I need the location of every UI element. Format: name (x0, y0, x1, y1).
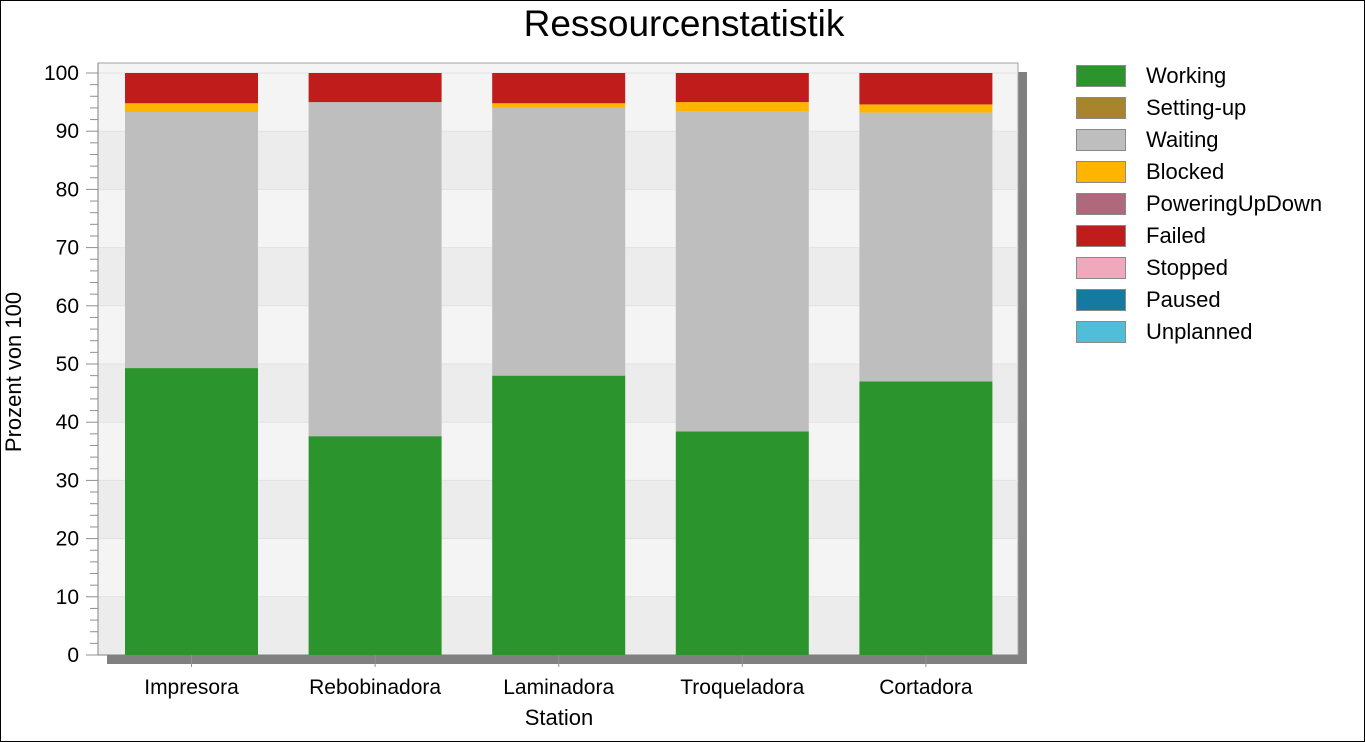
bar-blocked-troqueladora (675, 102, 809, 112)
legend-label: Blocked (1146, 159, 1225, 184)
legend-swatch (1076, 161, 1126, 183)
y-tick-label: 60 (56, 295, 79, 318)
bar-waiting-rebobinadora (308, 102, 442, 437)
x-tick-label: Rebobinadora (309, 676, 441, 699)
legend-label: Failed (1146, 223, 1206, 248)
bar-working-impresora (125, 368, 258, 655)
bar-working-troqueladora (675, 431, 809, 655)
x-tick-label: Troqueladora (680, 676, 804, 699)
bar-blocked-cortadora (859, 104, 993, 113)
bar-waiting-cortadora (859, 112, 993, 382)
y-tick-label: 80 (56, 178, 79, 201)
bar-blocked-impresora (125, 103, 258, 112)
bar-working-cortadora (859, 381, 993, 655)
x-tick-label: Laminadora (503, 676, 614, 699)
legend-swatch (1076, 129, 1126, 151)
x-tick-label: Impresora (144, 676, 239, 699)
bar-failed-rebobinadora (308, 73, 442, 103)
y-tick-label: 100 (44, 62, 79, 85)
legend-swatch (1076, 193, 1126, 215)
legend-swatch (1076, 225, 1126, 247)
legend-label: PoweringUpDown (1146, 191, 1323, 216)
legend-swatch (1076, 257, 1126, 279)
bar-working-laminadora (492, 375, 626, 655)
y-tick-label: 10 (56, 586, 79, 609)
bar-failed-cortadora (859, 73, 993, 105)
bar-working-rebobinadora (308, 436, 442, 655)
y-tick-label: 20 (56, 528, 79, 551)
legend-swatch (1076, 97, 1126, 119)
bar-blocked-laminadora (492, 103, 626, 108)
y-tick-label: 50 (56, 353, 79, 376)
bar-waiting-laminadora (492, 107, 626, 376)
bar-failed-troqueladora (675, 73, 809, 103)
bar-waiting-impresora (125, 111, 258, 369)
y-tick-label: 40 (56, 411, 79, 434)
legend-label: Working (1146, 63, 1227, 88)
legend-swatch (1076, 321, 1126, 343)
bar-waiting-troqueladora (675, 111, 809, 432)
chart-title: Ressourcenstatistik (524, 3, 845, 44)
y-tick-label: 0 (67, 644, 79, 667)
y-axis-label: Prozent von 100 (1, 292, 26, 452)
bar-failed-laminadora (492, 73, 626, 104)
y-tick-label: 70 (56, 237, 79, 260)
x-axis-label: Station (525, 705, 594, 730)
legend-label: Unplanned (1146, 319, 1253, 344)
legend-swatch (1076, 65, 1126, 87)
legend-label: Setting-up (1146, 95, 1247, 120)
y-tick-label: 90 (56, 120, 79, 143)
legend-label: Stopped (1146, 255, 1228, 280)
y-tick-label: 30 (56, 469, 79, 492)
bar-failed-impresora (125, 73, 258, 104)
legend-label: Paused (1146, 287, 1221, 312)
legend-label: Waiting (1146, 127, 1219, 152)
legend-swatch (1076, 289, 1126, 311)
x-tick-label: Cortadora (879, 676, 973, 699)
